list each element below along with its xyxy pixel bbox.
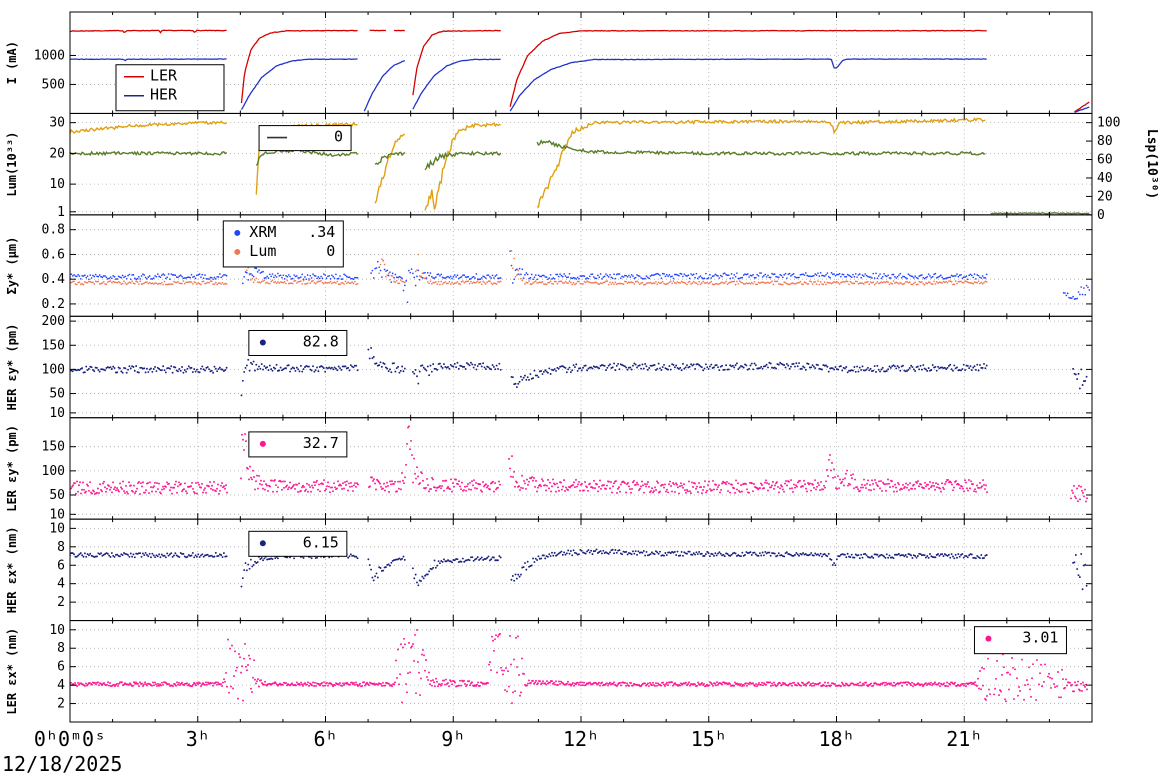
svg-text:12ʰ: 12ʰ	[563, 727, 599, 751]
svg-text:100: 100	[42, 362, 65, 377]
svg-text:30: 30	[49, 116, 65, 131]
svg-text:20: 20	[1097, 189, 1113, 204]
svg-text:XRM: XRM	[249, 223, 276, 241]
svg-text:6: 6	[57, 660, 65, 675]
svg-text:HER: HER	[150, 86, 178, 104]
svg-text:LER εx* (nm): LER εx* (nm)	[5, 628, 19, 715]
svg-text:150: 150	[42, 338, 65, 353]
svg-text:21ʰ: 21ʰ	[946, 727, 982, 751]
svg-text:60: 60	[1097, 153, 1113, 168]
date-label: 12/18/2025	[2, 752, 123, 776]
svg-text:80: 80	[1097, 134, 1113, 149]
svg-text:0.2: 0.2	[42, 297, 65, 312]
svg-text:50: 50	[49, 488, 65, 503]
svg-text:1: 1	[57, 205, 65, 220]
svg-text:10: 10	[49, 507, 65, 522]
svg-text:0.6: 0.6	[42, 247, 65, 262]
svg-text:Lsp(10³⁰): Lsp(10³⁰)	[1144, 129, 1159, 199]
svg-text:15ʰ: 15ʰ	[691, 727, 727, 751]
svg-text:Lum(10³³): Lum(10³³)	[5, 132, 19, 197]
svg-text:2: 2	[57, 697, 65, 712]
svg-text:3.01: 3.01	[1022, 629, 1058, 647]
svg-text:LER: LER	[150, 67, 178, 85]
svg-text:50: 50	[49, 387, 65, 402]
svg-text:1000: 1000	[34, 48, 65, 63]
svg-text:6.15: 6.15	[303, 533, 339, 551]
svg-text:150: 150	[42, 440, 65, 455]
svg-text:0.4: 0.4	[42, 272, 66, 287]
svg-text:20: 20	[49, 146, 65, 161]
svg-text:Lum: Lum	[249, 242, 276, 260]
svg-text:6ʰ: 6ʰ	[313, 727, 337, 751]
svg-text:100: 100	[1097, 116, 1120, 131]
svg-text:LER εy* (pm): LER εy* (pm)	[5, 425, 19, 512]
svg-text:Σy* (μm): Σy* (μm)	[5, 237, 19, 295]
svg-text:10: 10	[49, 521, 65, 536]
svg-text:HER εy* (pm): HER εy* (pm)	[5, 324, 19, 411]
svg-text:8: 8	[57, 540, 65, 555]
svg-text:10: 10	[49, 177, 65, 192]
svg-text:HER εx* (nm): HER εx* (nm)	[5, 527, 19, 614]
svg-text:500: 500	[42, 77, 65, 92]
svg-text:200: 200	[42, 314, 65, 329]
svg-text:10: 10	[49, 406, 65, 421]
svg-text:0: 0	[326, 242, 335, 260]
svg-text:9ʰ: 9ʰ	[441, 727, 465, 751]
svg-text:0: 0	[1097, 208, 1105, 223]
svg-text:0ʰ0ᵐ0ˢ: 0ʰ0ᵐ0ˢ	[34, 727, 106, 751]
svg-text:8: 8	[57, 641, 65, 656]
svg-text:40: 40	[1097, 171, 1113, 186]
svg-text:2: 2	[57, 595, 65, 610]
svg-text:4: 4	[57, 577, 65, 592]
svg-text:32.7: 32.7	[303, 434, 339, 452]
svg-text:0.8: 0.8	[42, 223, 65, 238]
svg-text:100: 100	[42, 464, 65, 479]
svg-text:3ʰ: 3ʰ	[186, 727, 210, 751]
svg-text:0: 0	[334, 128, 343, 146]
svg-text:.34: .34	[308, 223, 335, 241]
svg-text:10: 10	[49, 623, 65, 638]
svg-text:6: 6	[57, 558, 65, 573]
svg-text:I (mA): I (mA)	[5, 41, 19, 84]
svg-text:4: 4	[57, 678, 65, 693]
svg-text:18ʰ: 18ʰ	[818, 727, 854, 751]
svg-text:82.8: 82.8	[303, 332, 339, 350]
